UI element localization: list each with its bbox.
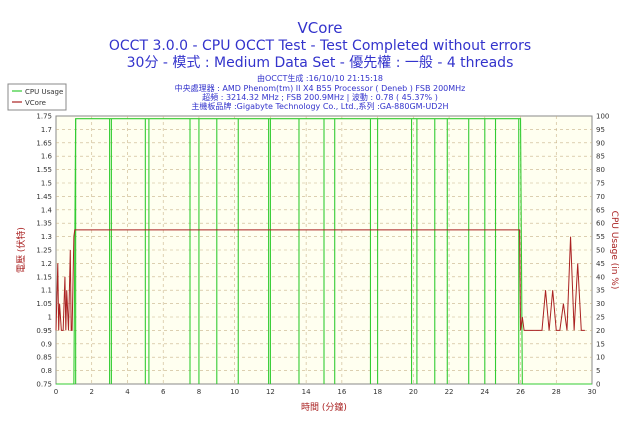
x-tick-label: 28 [552,388,561,396]
right-tick-label: 100 [596,113,609,121]
right-tick-label: 75 [596,180,605,188]
cpu-usage-line [56,118,592,385]
legend: CPU Usage VCore [7,83,67,111]
x-tick-label: 10 [230,388,239,396]
info-line-4: 主機板品牌 :Gigabyte Technology Co., Ltd.,系列 … [191,101,448,111]
x-tick-label: 22 [445,388,454,396]
vcore-series [55,229,585,331]
x-tick-label: 6 [161,388,166,396]
chart-subtitle: OCCT 3.0.0 - CPU OCCT Test - Test Comple… [109,38,531,54]
info-line-2: 中央處理器 : AMD Phenom(tm) II X4 B55 Process… [175,83,466,93]
x-axis-ticks: 0 2 4 6 8 10 12 14 16 18 20 22 24 26 28 30 [54,388,597,396]
right-tick-label: 10 [596,354,605,362]
x-axis-label: 時間 (分鐘) [301,401,347,413]
right-tick-label: 20 [596,327,605,335]
left-axis-ticks: 0.75 0.8 0.85 0.9 0.95 1 1.05 1.1 1.15 1.2 1.25 1.3… [36,113,52,389]
left-tick-label: 0.75 [36,381,52,389]
x-tick-label: 14 [302,388,311,396]
legend-label-vcore: VCore [25,99,46,107]
x-tick-label: 16 [337,388,346,396]
left-tick-label: 1.1 [41,287,52,295]
x-tick-label: 0 [54,388,58,396]
right-tick-label: 50 [596,247,605,255]
left-tick-label: 1.55 [36,166,52,174]
left-tick-label: 1.35 [36,220,52,228]
left-tick-label: 0.8 [41,367,52,375]
left-tick-label: 1.3 [41,233,52,241]
chart-subtitle-2: 30分 - 模式 : Medium Data Set - 優先權 : 一般 - … [127,55,514,71]
left-tick-label: 1.45 [36,193,52,201]
x-tick-label: 26 [516,388,525,396]
left-tick-label: 1.25 [36,247,52,255]
right-tick-label: 65 [596,206,605,214]
right-tick-label: 55 [596,233,605,241]
x-tick-label: 20 [409,388,418,396]
left-tick-label: 0.9 [41,340,52,348]
info-line-3: 超頻 : 3214.32 MHz ; FSB 200.9MHz | 波動 : 0… [202,92,438,102]
x-tick-label: 2 [89,388,93,396]
right-tick-label: 95 [596,126,605,134]
right-tick-label: 85 [596,153,605,161]
x-tick-label: 8 [197,388,201,396]
y-axis-label-right: CPU Usage (in %) [609,211,619,290]
cpu-usage-series [56,118,592,385]
x-tick-label: 24 [480,388,489,396]
info-line-1: 由OCCT生成 :16/10/10 21:15:18 [257,73,383,83]
right-tick-label: 45 [596,260,605,268]
right-tick-label: 15 [596,340,605,348]
left-tick-label: 1.2 [41,260,52,268]
right-tick-label: 30 [596,300,605,308]
left-tick-label: 1.75 [36,113,52,121]
right-tick-label: 0 [596,381,600,389]
vcore-line [55,229,585,331]
left-tick-label: 1.6 [41,153,53,161]
right-tick-label: 90 [596,139,605,147]
right-tick-label: 35 [596,287,605,295]
left-tick-label: 0.95 [36,327,52,335]
y-axis-label-left: 電壓 (伏特) [15,227,27,273]
left-tick-label: 0.85 [36,354,52,362]
left-tick-label: 1.05 [36,300,52,308]
x-tick-label: 18 [373,388,382,396]
x-tick-label: 12 [266,388,275,396]
left-tick-label: 1.65 [36,139,52,147]
right-tick-label: 40 [596,273,605,281]
right-tick-label: 80 [596,166,605,174]
left-tick-label: 1.4 [41,206,53,214]
left-tick-label: 1 [48,314,52,322]
left-tick-label: 1.7 [41,126,52,134]
chart-title: VCore [298,19,343,37]
legend-label-cpu-usage: CPU Usage [25,88,63,96]
left-tick-label: 1.5 [41,180,52,188]
x-tick-label: 30 [588,388,597,396]
right-tick-label: 70 [596,193,605,201]
legend-box [7,83,67,111]
left-tick-label: 1.15 [36,273,52,281]
right-axis-ticks: 0 5 10 15 20 25 30 35 40 45 50 55 60 65 70 75 80 85 90 95 10… [596,113,609,389]
right-tick-label: 5 [596,367,600,375]
x-tick-label: 4 [125,388,130,396]
right-tick-label: 60 [596,220,605,228]
right-tick-label: 25 [596,314,605,322]
